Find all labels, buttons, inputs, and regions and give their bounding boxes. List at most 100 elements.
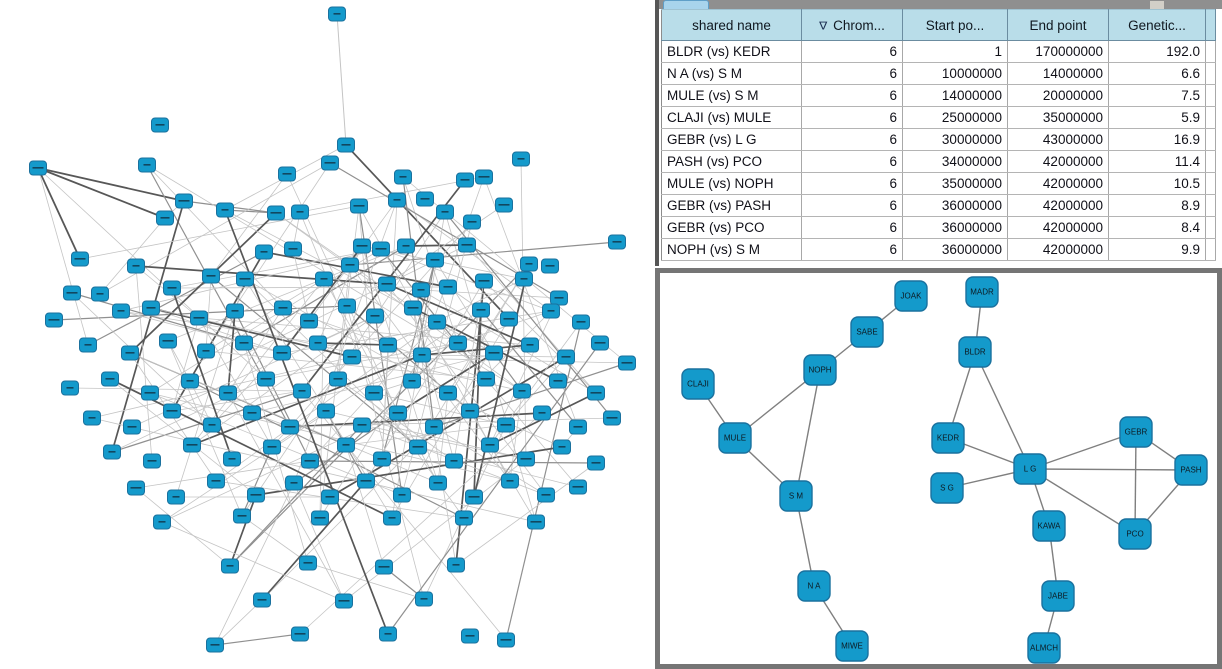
- graph-node[interactable]: [101, 371, 119, 387]
- value-cell[interactable]: 6: [801, 106, 903, 129]
- shared-name-cell[interactable]: MULE (vs) S M: [661, 84, 802, 107]
- graph-node-almch[interactable]: ALMCH: [1027, 632, 1061, 664]
- graph-node[interactable]: [618, 355, 636, 371]
- graph-node[interactable]: [221, 558, 239, 574]
- graph-node[interactable]: [263, 439, 281, 455]
- graph-edge[interactable]: [241, 211, 446, 517]
- value-cell[interactable]: 25000000: [902, 106, 1008, 129]
- graph-node[interactable]: [206, 637, 224, 653]
- graph-edge[interactable]: [473, 263, 530, 498]
- graph-node-mule[interactable]: MULE: [718, 422, 752, 454]
- graph-node[interactable]: [219, 385, 237, 401]
- graph-edge[interactable]: [386, 204, 505, 285]
- graph-node[interactable]: [112, 303, 130, 319]
- value-cell[interactable]: 42000000: [1007, 238, 1109, 261]
- value-cell[interactable]: 6: [801, 62, 903, 85]
- value-cell[interactable]: 42000000: [1007, 194, 1109, 217]
- value-cell[interactable]: 192.0: [1108, 40, 1206, 63]
- graph-node[interactable]: [425, 419, 443, 435]
- graph-node[interactable]: [500, 311, 518, 327]
- value-cell[interactable]: 42000000: [1007, 150, 1109, 173]
- graph-node[interactable]: [497, 632, 515, 648]
- graph-edge[interactable]: [205, 350, 487, 380]
- graph-edge[interactable]: [301, 390, 507, 641]
- graph-edge[interactable]: [198, 317, 531, 346]
- graph-node-jabe[interactable]: JABE: [1041, 580, 1075, 612]
- graph-node[interactable]: [497, 417, 515, 433]
- graph-node[interactable]: [329, 371, 347, 387]
- graph-node[interactable]: [181, 373, 199, 389]
- graph-edge[interactable]: [317, 342, 389, 346]
- value-cell[interactable]: 6: [801, 150, 903, 173]
- graph-node[interactable]: [463, 214, 481, 230]
- graph-edge[interactable]: [292, 248, 310, 322]
- graph-edge[interactable]: [380, 248, 552, 312]
- graph-edge[interactable]: [381, 344, 389, 460]
- graph-node[interactable]: [281, 419, 299, 435]
- graph-edge[interactable]: [150, 307, 283, 354]
- graph-node[interactable]: [447, 557, 465, 573]
- graph-node[interactable]: [151, 117, 169, 133]
- graph-node-noph[interactable]: NOPH: [803, 354, 837, 386]
- graph-edge[interactable]: [171, 317, 200, 412]
- graph-edge[interactable]: [69, 387, 303, 392]
- graph-node[interactable]: [153, 514, 171, 530]
- graph-edge[interactable]: [509, 390, 523, 482]
- graph-node[interactable]: [550, 290, 568, 306]
- graph-node[interactable]: [343, 349, 361, 365]
- graph-edge[interactable]: [343, 458, 527, 602]
- graph-edge[interactable]: [1029, 431, 1137, 470]
- graph-node[interactable]: [216, 202, 234, 218]
- graph-node[interactable]: [413, 347, 431, 363]
- graph-node[interactable]: [449, 335, 467, 351]
- graph-node[interactable]: [300, 313, 318, 329]
- graph-node[interactable]: [321, 489, 339, 505]
- graph-node[interactable]: [45, 312, 63, 328]
- graph-edge[interactable]: [189, 244, 468, 382]
- graph-node[interactable]: [426, 252, 444, 268]
- value-cell[interactable]: 42000000: [1007, 216, 1109, 239]
- graph-node[interactable]: [207, 473, 225, 489]
- graph-edge[interactable]: [358, 205, 375, 394]
- shared-name-cell[interactable]: GEBR (vs) PCO: [661, 216, 802, 239]
- graph-node[interactable]: [236, 271, 254, 287]
- graph-node[interactable]: [203, 417, 221, 433]
- graph-node-pco[interactable]: PCO: [1118, 518, 1152, 550]
- value-cell[interactable]: 16.9: [1108, 128, 1206, 151]
- graph-node[interactable]: [455, 510, 473, 526]
- graph-edge[interactable]: [120, 310, 283, 354]
- graph-edge[interactable]: [795, 369, 821, 497]
- graph-node[interactable]: [485, 345, 503, 361]
- graph-edge[interactable]: [386, 283, 531, 346]
- graph-node[interactable]: [299, 555, 317, 571]
- graph-edge[interactable]: [161, 521, 345, 602]
- table-row[interactable]: MULE (vs) S M 6 14000000 20000000 7.5: [661, 84, 1216, 107]
- graph-edge[interactable]: [396, 199, 552, 312]
- graph-node[interactable]: [541, 258, 559, 274]
- graph-edge[interactable]: [171, 287, 233, 460]
- graph-edge[interactable]: [205, 275, 212, 352]
- shared-name-cell[interactable]: GEBR (vs) L G: [661, 128, 802, 151]
- graph-node[interactable]: [183, 437, 201, 453]
- table-row[interactable]: CLAJI (vs) MULE 6 25000000 35000000 5.9: [661, 106, 1216, 129]
- graph-node[interactable]: [142, 300, 160, 316]
- graph-node[interactable]: [335, 593, 353, 609]
- value-cell[interactable]: 34000000: [902, 150, 1008, 173]
- graph-node[interactable]: [379, 337, 397, 353]
- graph-node[interactable]: [527, 514, 545, 530]
- graph-node[interactable]: [429, 475, 447, 491]
- graph-node[interactable]: [175, 193, 193, 209]
- graph-node[interactable]: [255, 244, 273, 260]
- graph-node[interactable]: [127, 258, 145, 274]
- graph-node[interactable]: [501, 473, 519, 489]
- graph-node[interactable]: [61, 380, 79, 396]
- graph-edge[interactable]: [37, 167, 185, 202]
- graph-node[interactable]: [591, 335, 609, 351]
- graph-node[interactable]: [235, 335, 253, 351]
- graph-node[interactable]: [167, 489, 185, 505]
- graph-node-claji[interactable]: CLAJI: [681, 368, 715, 400]
- graph-node[interactable]: [29, 160, 47, 176]
- graph-node[interactable]: [301, 453, 319, 469]
- graph-node[interactable]: [587, 385, 605, 401]
- graph-node[interactable]: [409, 439, 427, 455]
